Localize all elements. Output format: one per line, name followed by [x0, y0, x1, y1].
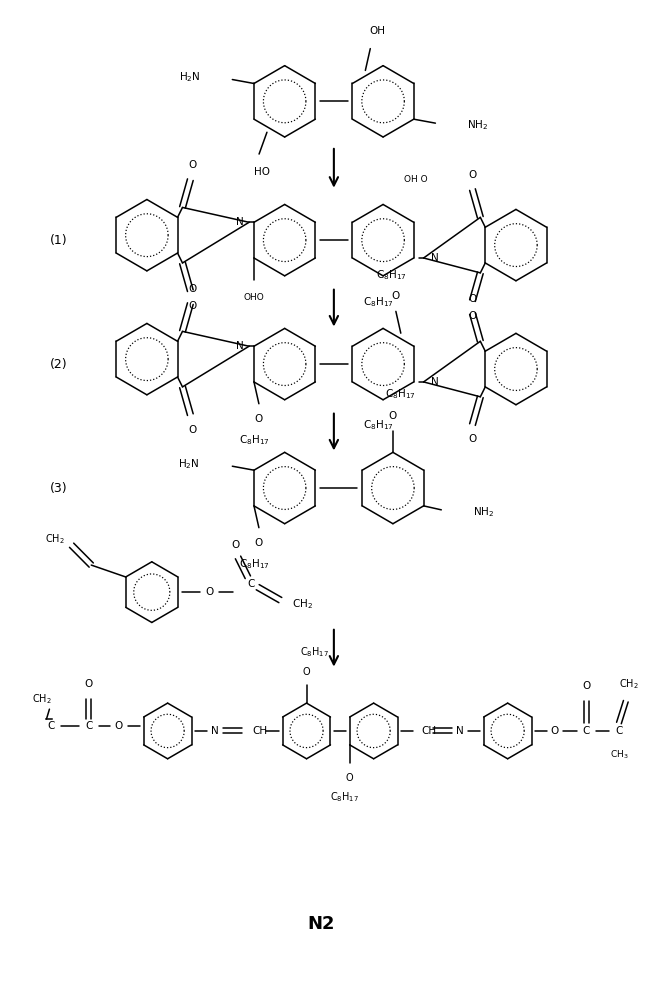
Text: O: O — [303, 667, 310, 677]
Text: O: O — [468, 170, 477, 180]
Text: N: N — [236, 217, 244, 227]
Text: N: N — [432, 253, 439, 263]
Text: O: O — [468, 294, 477, 304]
Text: O: O — [551, 726, 559, 736]
Text: OH: OH — [369, 26, 385, 35]
Text: O: O — [188, 160, 197, 170]
Text: O: O — [468, 434, 477, 444]
Text: N: N — [432, 376, 439, 387]
Text: CH$_2$: CH$_2$ — [619, 677, 639, 691]
Text: O: O — [205, 587, 213, 597]
Text: O: O — [255, 538, 263, 548]
Text: C: C — [247, 579, 255, 589]
Text: O: O — [188, 301, 197, 311]
Text: O: O — [188, 425, 197, 434]
Text: O: O — [231, 541, 239, 550]
Text: N: N — [457, 726, 464, 736]
Text: O: O — [468, 311, 477, 320]
Text: O: O — [188, 284, 197, 294]
Text: C: C — [615, 726, 622, 736]
Text: CH$_3$: CH$_3$ — [610, 749, 628, 761]
Text: CH$_2$: CH$_2$ — [32, 692, 52, 706]
Text: C$_8$H$_{17}$: C$_8$H$_{17}$ — [239, 434, 270, 447]
Text: C$_8$H$_{17}$: C$_8$H$_{17}$ — [330, 790, 359, 804]
Text: (3): (3) — [50, 482, 67, 494]
Text: C: C — [48, 721, 55, 731]
Text: (1): (1) — [50, 234, 67, 247]
Text: N: N — [211, 726, 219, 736]
Text: H$_2$N: H$_2$N — [178, 457, 200, 471]
Text: HO: HO — [254, 167, 270, 177]
Text: C$_8$H$_{17}$: C$_8$H$_{17}$ — [239, 557, 270, 571]
Text: O: O — [114, 721, 123, 731]
Text: C$_8$H$_{17}$: C$_8$H$_{17}$ — [363, 295, 394, 309]
Text: OHO: OHO — [244, 293, 264, 302]
Text: C: C — [583, 726, 590, 736]
Text: C: C — [85, 721, 92, 731]
Text: CH: CH — [252, 726, 268, 736]
Text: C$_8$H$_{17}$: C$_8$H$_{17}$ — [375, 267, 406, 281]
Text: O: O — [346, 773, 353, 782]
Text: N: N — [236, 341, 244, 351]
Text: (2): (2) — [50, 358, 67, 371]
Text: CH$_2$: CH$_2$ — [292, 597, 313, 611]
Text: C$_8$H$_{17}$: C$_8$H$_{17}$ — [363, 419, 394, 433]
Text: CH$_2$: CH$_2$ — [45, 533, 64, 547]
Text: O: O — [392, 291, 400, 302]
Text: CH: CH — [421, 726, 436, 736]
Text: N2: N2 — [307, 915, 335, 933]
Text: O: O — [84, 679, 93, 689]
Text: H$_2$N: H$_2$N — [179, 71, 201, 85]
Text: O: O — [582, 681, 591, 691]
Text: O: O — [255, 414, 263, 424]
Text: C$_8$H$_{17}$: C$_8$H$_{17}$ — [300, 646, 329, 660]
Text: C$_8$H$_{17}$: C$_8$H$_{17}$ — [386, 387, 416, 401]
Text: NH$_2$: NH$_2$ — [467, 118, 488, 132]
Text: NH$_2$: NH$_2$ — [473, 505, 494, 519]
Text: O: O — [389, 411, 397, 421]
Text: OH O: OH O — [404, 175, 428, 185]
